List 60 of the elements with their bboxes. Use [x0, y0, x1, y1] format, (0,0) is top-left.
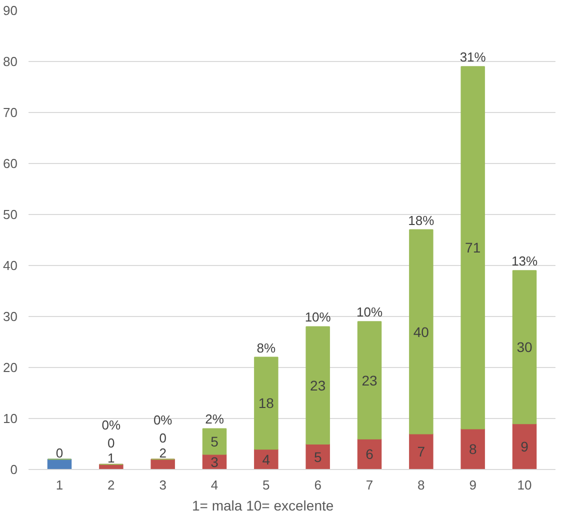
bar [357, 321, 382, 440]
data-label: 71 [465, 240, 481, 256]
y-tick-label: 60 [3, 156, 18, 171]
y-tick-label: 90 [3, 3, 18, 18]
bar [460, 66, 485, 430]
data-label: 1 [108, 450, 115, 466]
y-tick-label: 30 [3, 309, 18, 324]
x-tick-label: 3 [159, 478, 166, 492]
data-label: 4 [262, 451, 270, 468]
y-tick-label: 0 [10, 462, 18, 477]
bar [202, 428, 227, 455]
x-tick-label: 6 [314, 478, 322, 492]
data-label: 18 [258, 395, 274, 412]
data-label: 6 [366, 446, 374, 462]
x-tick-label: 4 [210, 478, 218, 492]
annotation: 31% [460, 50, 486, 65]
annotation: 0% [153, 412, 173, 428]
x-tick-label: 5 [262, 478, 270, 492]
y-tick-label: 40 [3, 258, 18, 273]
x-tick-label: 9 [469, 478, 476, 492]
annotation: 10% [304, 310, 332, 325]
data-label: 23 [310, 377, 326, 394]
data-label: 0 [159, 430, 166, 446]
x-tick-label: 1 [56, 478, 64, 492]
y-tick-label: 70 [3, 105, 18, 120]
bar [512, 423, 537, 470]
bar [512, 270, 537, 424]
y-tick-label: 20 [3, 360, 18, 375]
bar [254, 356, 278, 450]
annotation: 18% [408, 212, 435, 228]
annotation: 10% [356, 304, 383, 320]
annotation: 13% [511, 254, 538, 269]
bar [409, 433, 434, 470]
data-label: 0 [56, 445, 64, 460]
data-label: 5 [314, 448, 322, 465]
x-tick-label: 8 [418, 478, 425, 492]
y-tick-label: 50 [3, 207, 18, 222]
data-label: 8 [468, 441, 477, 458]
data-label: 5 [210, 433, 219, 450]
y-tick-label: 10 [3, 411, 18, 426]
data-label: 3 [210, 454, 219, 470]
data-label: 30 [516, 339, 532, 356]
data-label: 9 [520, 438, 529, 455]
annotation: 2% [205, 412, 224, 427]
x-tick-label: 10 [517, 478, 532, 492]
data-label: 23 [362, 372, 378, 388]
bar [306, 326, 330, 444]
bar [150, 458, 175, 470]
bar [409, 229, 434, 434]
x-tick-label: 2 [108, 478, 115, 492]
data-label: 40 [413, 324, 430, 340]
data-label: 0 [108, 435, 115, 450]
bar [460, 428, 485, 470]
x-axis-title: 1= mala 10= excelente [192, 498, 334, 514]
annotation: 8% [256, 340, 276, 356]
data-label: 2 [159, 445, 166, 460]
annotation: 0% [102, 417, 121, 432]
x-tick-label: 7 [366, 478, 374, 492]
data-label: 7 [417, 444, 426, 460]
y-tick-label: 80 [3, 54, 18, 69]
